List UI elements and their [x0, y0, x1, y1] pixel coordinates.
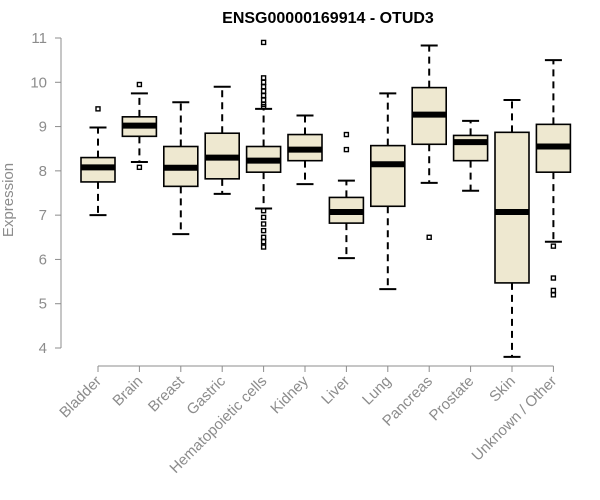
- outlier-point: [260, 208, 267, 214]
- outlier-point: [260, 92, 267, 99]
- x-tick-label: Lung: [359, 373, 395, 409]
- outlier-point: [550, 243, 557, 249]
- y-tick-label: 8: [39, 163, 47, 180]
- x-tick-label: Kidney: [267, 372, 312, 417]
- y-tick-label: 5: [39, 296, 47, 313]
- outlier-point: [260, 214, 267, 221]
- outlier-point: [343, 131, 350, 138]
- outlier-point: [260, 84, 267, 90]
- outlier-point: [550, 287, 557, 294]
- outlier-point: [136, 81, 143, 88]
- outlier-point: [260, 88, 267, 94]
- box-iqr: [369, 144, 406, 208]
- outlier-point: [260, 75, 267, 81]
- outlier-point: [426, 234, 432, 240]
- plot-area: [80, 39, 572, 358]
- box-bladder: [80, 106, 116, 217]
- chart-title: ENSG00000169914 - OTUD3: [222, 10, 434, 27]
- x-tick-label: Breast: [145, 372, 188, 415]
- outlier-point: [550, 275, 557, 281]
- outlier-point: [260, 221, 267, 227]
- y-tick-label: 7: [39, 207, 47, 224]
- box-hematopoietic-cells: [245, 39, 282, 250]
- outlier-point: [260, 103, 267, 110]
- outlier-point: [260, 79, 267, 85]
- x-tick-label: Liver: [318, 373, 353, 408]
- outlier-point: [550, 292, 557, 298]
- box-unknown-other: [535, 59, 572, 298]
- outlier-point: [260, 97, 267, 103]
- x-tick-label: Skin: [486, 373, 519, 406]
- box-pancreas: [411, 44, 448, 240]
- y-tick-label: 9: [39, 119, 47, 136]
- y-axis-label: Expression: [0, 163, 17, 237]
- outlier-point: [260, 234, 267, 240]
- box-brain: [121, 81, 158, 171]
- x-tick-label: Bladder: [56, 373, 105, 422]
- box-iqr: [494, 131, 530, 284]
- x-tick-label: Brain: [109, 373, 146, 410]
- x-tick-label: Prostate: [426, 373, 478, 425]
- outlier-point: [343, 146, 350, 153]
- box-breast: [163, 101, 199, 236]
- outlier-point: [260, 39, 267, 46]
- y-axis: 4 5 6 7 8 9 10 11: [30, 30, 62, 357]
- y-tick-label: 11: [31, 30, 47, 47]
- box-lung: [369, 92, 406, 291]
- box-kidney: [287, 114, 323, 186]
- box-liver: [328, 131, 365, 260]
- y-tick-label: 4: [39, 340, 47, 357]
- box-skin: [494, 99, 530, 358]
- box-prostate: [452, 119, 489, 192]
- outlier-point: [260, 227, 267, 234]
- outlier-point: [136, 164, 143, 171]
- outlier-point: [260, 244, 267, 250]
- y-tick-label: 6: [39, 251, 47, 268]
- y-tick-label: 10: [30, 74, 47, 91]
- outlier-point: [260, 239, 267, 245]
- box-gastric: [204, 85, 240, 195]
- outlier-point: [95, 106, 101, 112]
